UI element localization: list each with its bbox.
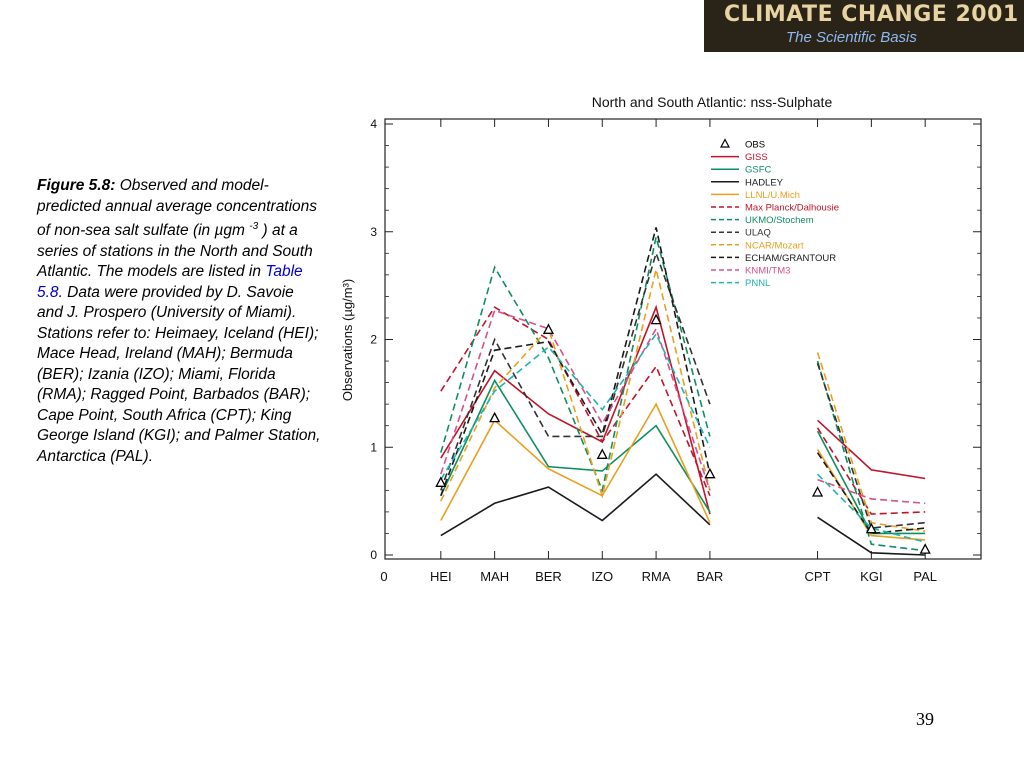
series-line-gsfc bbox=[816, 430, 926, 535]
x-tick-label-pal: PAL bbox=[913, 569, 937, 584]
legend-label-gsfc: GSFC bbox=[745, 165, 772, 176]
series-line-ukmo-stochem bbox=[440, 236, 711, 494]
series-line-llnl-u-mich bbox=[440, 402, 711, 524]
legend-label-ncar-mozart: NCAR/Mozart bbox=[745, 240, 804, 251]
legend-label-ukmo-stochem: UKMO/Stochem bbox=[745, 215, 814, 226]
y-tick-label: 2 bbox=[370, 333, 377, 347]
legend-label-max-planck-dalhousie: Max Planck/Dalhousie bbox=[745, 203, 839, 214]
caption-text-3: . Data were provided by D. Savoie and J.… bbox=[37, 283, 321, 465]
series-line-pnnl bbox=[440, 332, 711, 480]
y-tick-label: 1 bbox=[370, 440, 377, 454]
series-line-echam-grantour bbox=[816, 452, 926, 535]
obs-marker bbox=[650, 313, 662, 325]
x-tick-label-mah: MAH bbox=[480, 569, 509, 584]
obs-marker bbox=[865, 522, 877, 534]
sulphate-chart: North and South Atlantic: nss-Sulphate O… bbox=[340, 94, 982, 584]
series-line-ncar-mozart bbox=[440, 269, 711, 502]
climate-change-banner: CLIMATE CHANGE 2001 The Scientific Basis bbox=[704, 0, 1024, 52]
series-line-echam-grantour bbox=[440, 227, 711, 497]
caption-text-2: ) at a series of stations in the North a… bbox=[37, 222, 313, 281]
obs-marker bbox=[489, 411, 501, 423]
x-tick-label-hei: HEI bbox=[430, 569, 452, 584]
banner-subtitle: The Scientific Basis bbox=[786, 29, 917, 46]
y-tick-label: 4 bbox=[370, 117, 377, 131]
series-line-max-planck-dalhousie bbox=[816, 427, 926, 515]
banner-title: CLIMATE CHANGE 2001 bbox=[724, 2, 1019, 27]
series-line-ukmo-stochem bbox=[816, 360, 926, 552]
series-line-ulaq bbox=[440, 250, 711, 491]
legend-label-ulaq: ULAQ bbox=[745, 228, 771, 239]
series-line-llnl-u-mich bbox=[816, 448, 926, 541]
series-line-knmi-tm3 bbox=[440, 309, 711, 491]
series-line-giss bbox=[817, 419, 926, 480]
x-tick-label-izo: IZO bbox=[591, 569, 613, 584]
x-tick-label-cpt: CPT bbox=[805, 569, 831, 584]
table-link[interactable]: Table 5.8 bbox=[37, 263, 303, 301]
obs-markers-layer bbox=[435, 313, 931, 554]
legend-label-obs: OBS bbox=[745, 140, 765, 151]
series-line-hadley bbox=[817, 516, 926, 556]
obs-marker bbox=[811, 486, 824, 497]
axes-layer: 0 1 2 3 4 0 HEI MAH BER IZO RMA BAR CPT KGI PAL bbox=[370, 117, 981, 584]
x-tick-label-ber: BER bbox=[535, 569, 562, 584]
page-number: 39 bbox=[916, 709, 934, 729]
legend-label-llnl-u-mich: LLNL/U.Mich bbox=[745, 190, 800, 201]
obs-marker bbox=[435, 476, 447, 487]
x-zero-label: 0 bbox=[380, 569, 387, 584]
series-line-ulaq bbox=[816, 362, 926, 529]
y-tick-label: 3 bbox=[370, 225, 377, 239]
series-line-max-planck-dalhousie bbox=[440, 306, 711, 497]
series-line-knmi-tm3 bbox=[817, 478, 926, 505]
legend-label-echam-grantour: ECHAM/GRANTOUR bbox=[745, 253, 836, 264]
obs-marker bbox=[542, 323, 555, 334]
series-line-gsfc bbox=[440, 378, 711, 513]
series-line-ncar-mozart bbox=[816, 352, 926, 533]
legend-label-giss: GISS bbox=[745, 152, 768, 163]
caption-text-1: Observed and model-predicted annual aver… bbox=[37, 177, 318, 240]
y-axis-label: Observations (µg/m³) bbox=[340, 279, 355, 401]
x-tick-label-kgi: KGI bbox=[860, 569, 882, 584]
legend-swatch-obs bbox=[720, 138, 730, 148]
y-tick-label: 0 bbox=[370, 548, 377, 562]
legend-label-hadley: HADLEY bbox=[745, 177, 784, 188]
series-line-giss bbox=[440, 304, 711, 515]
series-line-hadley bbox=[440, 473, 711, 537]
caption-superscript: -3 bbox=[249, 221, 259, 232]
figure-caption: Figure 5.8: Observed and model-predicted… bbox=[37, 176, 322, 467]
obs-marker bbox=[704, 467, 716, 479]
obs-marker bbox=[919, 543, 931, 554]
obs-marker bbox=[596, 448, 608, 459]
chart-title: North and South Atlantic: nss-Sulphate bbox=[592, 94, 833, 110]
figure-label: Figure 5.8: bbox=[37, 177, 116, 194]
x-tick-label-bar: BAR bbox=[697, 569, 724, 584]
x-tick-label-rma: RMA bbox=[642, 569, 671, 584]
legend-label-knmi-tm3: KNMI/TM3 bbox=[745, 266, 790, 277]
legend-label-pnnl: PNNL bbox=[745, 278, 770, 289]
series-lines-layer bbox=[440, 227, 926, 556]
series-line-pnnl bbox=[816, 473, 926, 543]
